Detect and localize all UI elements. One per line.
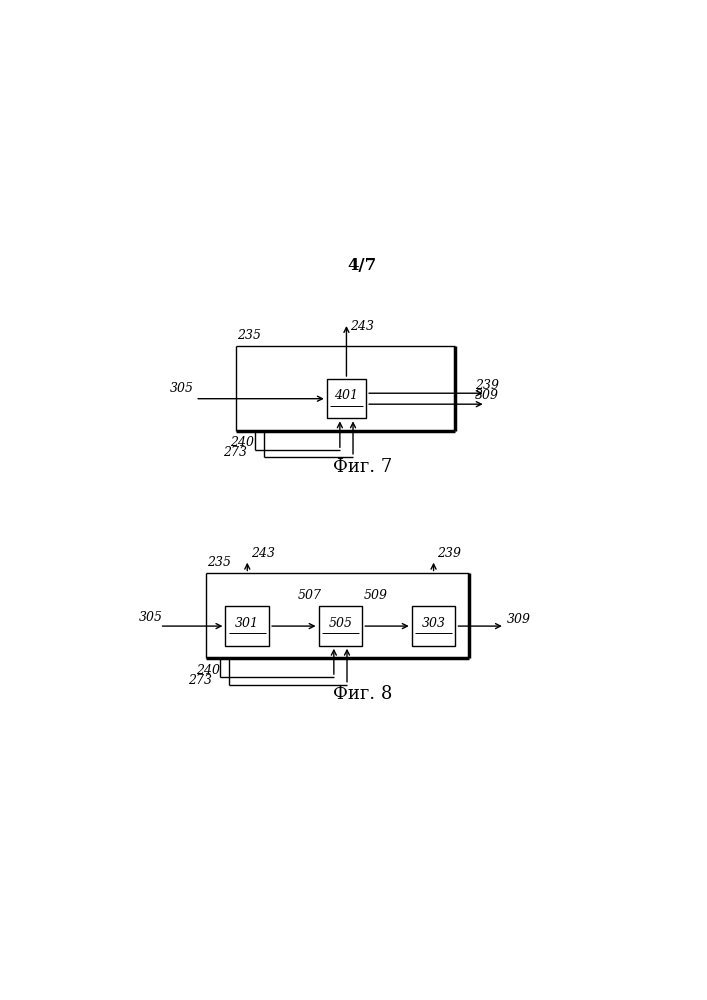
Text: 273: 273 xyxy=(188,674,212,687)
Text: Фиг. 8: Фиг. 8 xyxy=(333,685,392,703)
Text: 305: 305 xyxy=(170,382,194,395)
Text: 509: 509 xyxy=(363,589,387,602)
Text: 243: 243 xyxy=(350,320,374,333)
Bar xyxy=(327,379,366,418)
Text: 239: 239 xyxy=(475,379,499,392)
Text: 303: 303 xyxy=(421,617,445,630)
Text: 4/7: 4/7 xyxy=(348,257,377,274)
Text: 240: 240 xyxy=(230,436,254,449)
Text: 243: 243 xyxy=(250,547,274,560)
Text: 305: 305 xyxy=(139,611,163,624)
Text: 309: 309 xyxy=(475,389,499,402)
Text: 239: 239 xyxy=(437,547,461,560)
Text: 240: 240 xyxy=(196,664,220,677)
Bar xyxy=(226,606,269,646)
Text: 235: 235 xyxy=(237,329,261,342)
Text: 309: 309 xyxy=(507,613,531,626)
Text: 235: 235 xyxy=(206,556,230,569)
Text: 507: 507 xyxy=(298,589,322,602)
Text: 273: 273 xyxy=(223,446,247,459)
Bar xyxy=(411,606,455,646)
Bar xyxy=(319,606,363,646)
Text: 301: 301 xyxy=(235,617,259,630)
Text: 401: 401 xyxy=(334,389,358,402)
Text: 505: 505 xyxy=(329,617,352,630)
Text: Фиг. 7: Фиг. 7 xyxy=(333,458,392,476)
